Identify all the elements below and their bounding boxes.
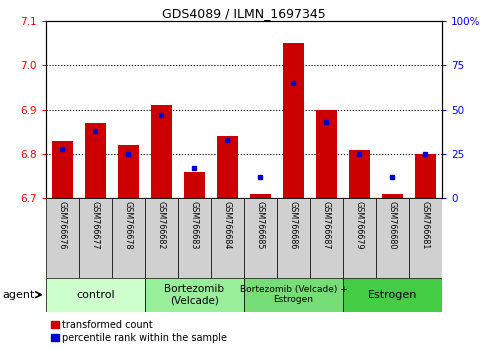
Text: Bortezomib (Velcade) +
Estrogen: Bortezomib (Velcade) + Estrogen — [240, 285, 347, 304]
Text: GSM766678: GSM766678 — [124, 201, 133, 249]
Text: GSM766682: GSM766682 — [157, 201, 166, 249]
Bar — [211, 198, 244, 278]
Text: Estrogen: Estrogen — [368, 290, 417, 300]
Text: agent: agent — [2, 290, 35, 300]
Bar — [145, 198, 178, 278]
Bar — [112, 198, 145, 278]
Bar — [46, 198, 79, 278]
Bar — [244, 198, 277, 278]
Bar — [250, 194, 271, 198]
Text: GSM766681: GSM766681 — [421, 201, 430, 249]
Legend: transformed count, percentile rank within the sample: transformed count, percentile rank withi… — [51, 320, 227, 343]
Text: GSM766676: GSM766676 — [58, 201, 67, 249]
Bar — [415, 154, 436, 198]
Title: GDS4089 / ILMN_1697345: GDS4089 / ILMN_1697345 — [162, 7, 326, 20]
Text: GSM766685: GSM766685 — [256, 201, 265, 249]
Text: GSM766677: GSM766677 — [91, 201, 100, 249]
Bar — [46, 278, 145, 312]
Bar — [283, 44, 304, 198]
Bar — [178, 198, 211, 278]
Bar — [316, 110, 337, 198]
Text: GSM766686: GSM766686 — [289, 201, 298, 249]
Bar — [343, 278, 442, 312]
Text: Bortezomib
(Velcade): Bortezomib (Velcade) — [164, 284, 225, 306]
Bar — [217, 136, 238, 198]
Bar — [184, 172, 205, 198]
Text: control: control — [76, 290, 114, 300]
Bar — [277, 198, 310, 278]
Bar — [343, 198, 376, 278]
Bar — [382, 194, 403, 198]
Text: GSM766684: GSM766684 — [223, 201, 232, 249]
Text: GSM766687: GSM766687 — [322, 201, 331, 249]
Bar — [349, 150, 370, 198]
Text: GSM766679: GSM766679 — [355, 201, 364, 249]
Bar — [79, 198, 112, 278]
Bar — [52, 141, 73, 198]
Bar — [409, 198, 442, 278]
Bar — [310, 198, 343, 278]
Bar — [376, 198, 409, 278]
Text: GSM766683: GSM766683 — [190, 201, 199, 249]
Text: GSM766680: GSM766680 — [388, 201, 397, 249]
Bar — [145, 278, 244, 312]
Bar — [244, 278, 343, 312]
Bar — [85, 123, 106, 198]
Bar — [118, 145, 139, 198]
Bar — [151, 105, 172, 198]
